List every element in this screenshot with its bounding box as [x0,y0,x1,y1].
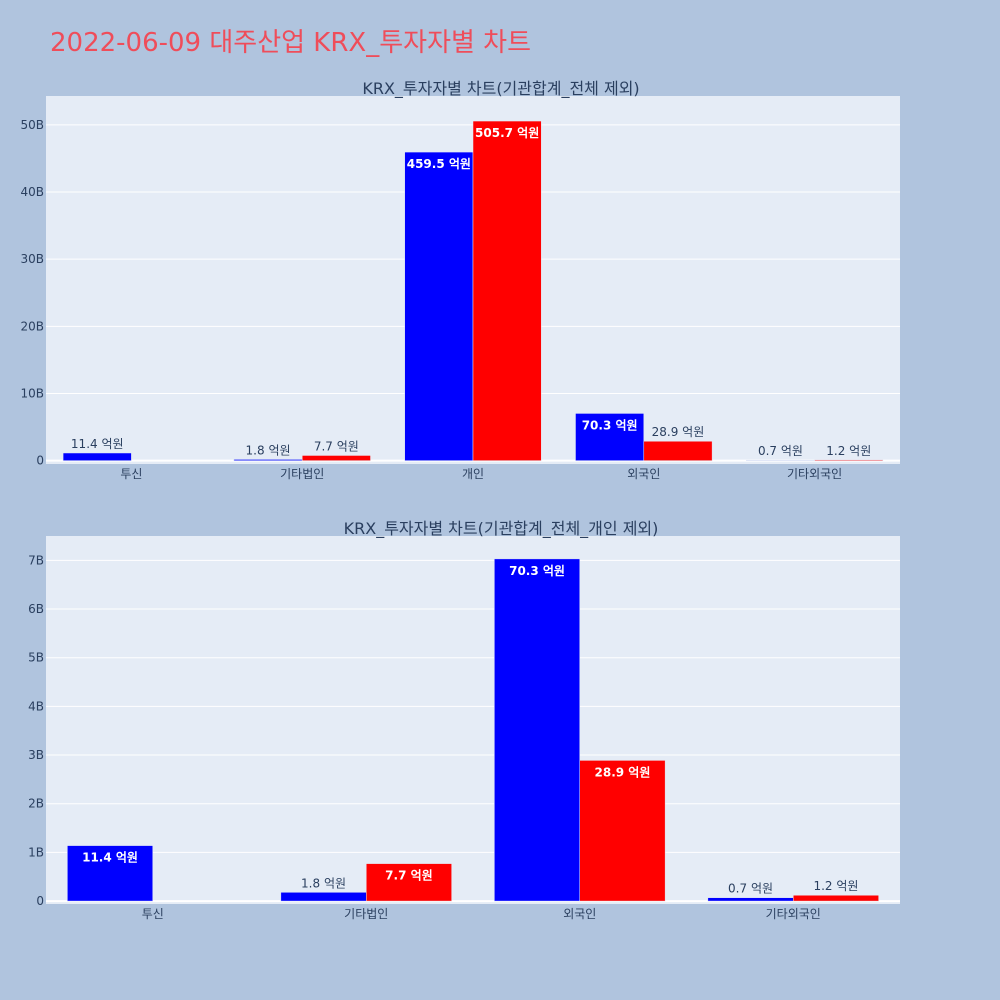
data-label: 70.3 억원 [509,564,565,578]
x-tick-label: 개인 [462,467,484,481]
x-tick-label: 외국인 [627,467,660,481]
y-tick-label: 0 [36,454,44,468]
x-tick-label: 기타외국인 [787,467,842,481]
y-tick-label: 1B [28,845,44,859]
data-label: 1.2 억원 [813,879,858,893]
bar [707,897,794,902]
data-label: 505.7 억원 [475,126,539,140]
y-tick-label: 3B [28,748,44,762]
bar [793,894,879,902]
y-tick-label: 50B [20,118,44,132]
y-tick-label: 5B [28,651,44,665]
page-title: 2022-06-09 대주산업 KRX_투자자별 차트 [50,28,532,58]
chart-title: KRX_투자자별 차트(기관합계_전체 제외) [362,79,639,99]
data-label: 7.7 억원 [385,869,433,883]
data-label: 0.7 억원 [728,882,773,896]
bar [233,459,303,461]
x-tick-label: 기타외국인 [766,907,821,921]
y-tick-label: 7B [28,553,44,567]
data-label: 1.2 억원 [826,444,871,458]
data-label: 1.8 억원 [246,443,291,457]
bar [301,455,371,461]
bar [404,151,474,461]
bar [579,760,666,902]
data-label: 28.9 억원 [595,765,651,779]
data-label: 7.7 억원 [314,439,359,453]
x-tick-label: 투신 [142,907,164,921]
data-label: 28.9 억원 [652,425,705,439]
bar [67,845,153,902]
x-tick-label: 외국인 [563,907,596,921]
chart-title: KRX_투자자별 차트(기관합계_전체_개인 제외) [344,519,659,539]
y-tick-label: 30B [20,252,44,266]
x-tick-label: 기타법인 [280,467,324,481]
data-label: 1.8 억원 [301,876,346,890]
x-tick-label: 투신 [120,467,142,481]
data-label: 459.5 억원 [407,157,471,171]
plot-area [46,536,900,904]
bar [643,440,713,461]
data-label: 0.7 억원 [758,444,803,458]
y-tick-label: 6B [28,602,44,616]
bar [280,892,367,902]
x-tick-label: 기타법인 [344,907,388,921]
y-tick-label: 4B [28,699,44,713]
bar [472,120,542,461]
y-tick-label: 20B [20,319,44,333]
y-tick-label: 40B [20,185,44,199]
data-label: 70.3 억원 [582,418,638,432]
bar [366,863,452,902]
data-label: 11.4 억원 [82,851,138,865]
bar [62,452,132,461]
y-tick-label: 0 [36,894,44,908]
y-tick-label: 10B [20,386,44,400]
data-label: 11.4 억원 [71,437,124,451]
bar [575,413,645,461]
y-tick-label: 2B [28,797,44,811]
bar [494,558,581,902]
bar [814,459,884,461]
